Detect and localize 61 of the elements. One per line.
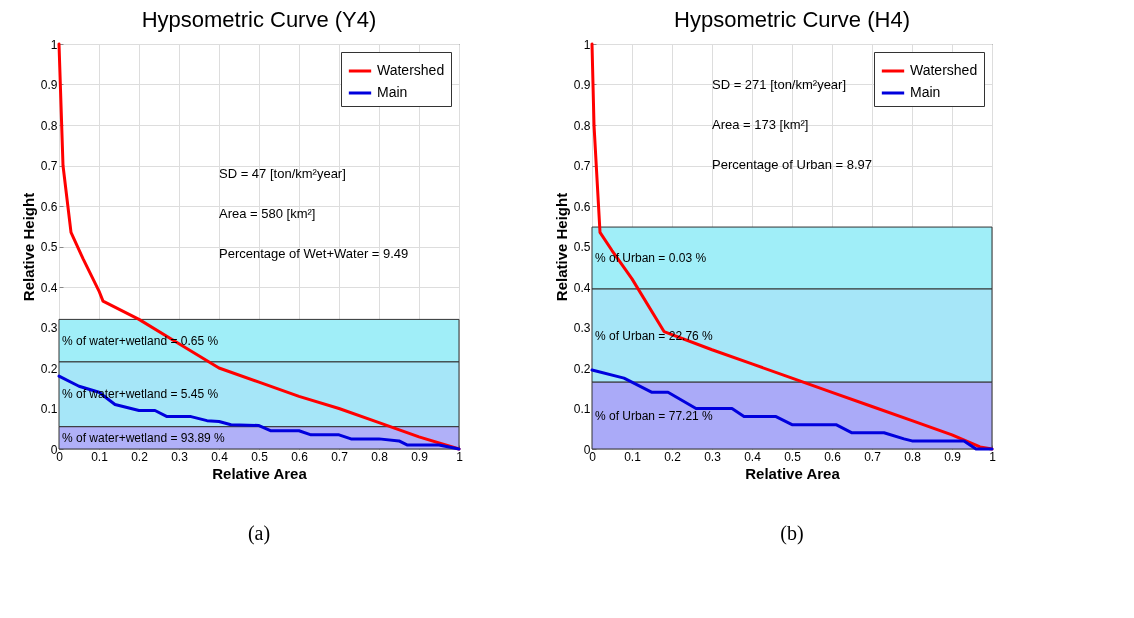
chart-title: Hypsometric Curve (H4) <box>674 7 910 32</box>
y-tick-label: 0.1 <box>573 402 591 416</box>
x-tick-label: 0.6 <box>824 449 842 464</box>
x-tick-label: 1 <box>989 449 997 464</box>
x-tick-label: 0.2 <box>664 449 682 464</box>
annotation: SD = 271 [ton/km²year] <box>712 76 847 92</box>
y-tick-label: 0.3 <box>40 321 58 335</box>
y-tick-label: 0.6 <box>40 199 58 214</box>
y-tick-label: 0.8 <box>40 118 58 133</box>
y-tick-label: 0.1 <box>40 402 58 416</box>
x-tick-label: 0.7 <box>864 449 882 464</box>
x-axis-title: Relative Area <box>745 464 841 482</box>
y-tick-label: 1 <box>50 37 58 52</box>
y-tick-label: 0.5 <box>573 240 591 254</box>
y-tick-label: 0.6 <box>573 199 591 214</box>
annotation: Area = 580 [km²] <box>219 205 316 221</box>
legend-label: Watershed <box>377 62 445 78</box>
legend-label: Main <box>377 84 408 100</box>
band-label: % of water+wetland = 93.89 % <box>62 430 226 445</box>
x-tick-label: 0.7 <box>331 449 349 464</box>
y-tick-label: 0.7 <box>40 159 58 173</box>
annotation: Percentage of Urban = 8.97 <box>712 156 873 172</box>
y-tick-label: 0.9 <box>40 78 58 92</box>
annotation: Area = 173 [km²] <box>712 116 809 132</box>
text: (b) <box>780 522 804 545</box>
y-tick-label: 0.5 <box>40 240 58 254</box>
x-tick-label: 1 <box>456 449 464 464</box>
y-tick-label: 0.4 <box>40 280 58 295</box>
text: (a) <box>247 522 271 545</box>
x-tick-label: 0.2 <box>131 449 149 464</box>
annotation: SD = 47 [ton/km²year] <box>219 165 346 181</box>
chart-title: Hypsometric Curve (Y4) <box>141 7 377 32</box>
x-tick-label: 0.8 <box>904 449 922 464</box>
x-tick-label: 0.9 <box>944 449 962 464</box>
y-tick-label: 1 <box>583 37 591 52</box>
x-tick-label: 0.1 <box>624 449 642 464</box>
x-tick-label: 0.6 <box>291 449 309 464</box>
x-tick-label: 0.4 <box>744 449 762 464</box>
line-series <box>590 42 994 451</box>
legend-label: Watershed <box>910 62 978 78</box>
y-tick-label: 0.4 <box>573 280 591 295</box>
x-tick-label: 0.5 <box>784 449 802 464</box>
y-tick-label: 0.9 <box>573 78 591 92</box>
y-tick-label: 0.2 <box>573 361 591 376</box>
x-tick-label: 0.1 <box>91 449 109 464</box>
x-tick-label: 0.5 <box>251 449 269 464</box>
x-tick-label: 0.3 <box>704 449 722 464</box>
x-axis-title: Relative Area <box>212 464 308 482</box>
x-tick-label: 0.3 <box>171 449 189 464</box>
y-tick-label: 0.2 <box>40 361 58 376</box>
x-tick-label: 0.4 <box>211 449 229 464</box>
annotation: Percentage of Wet+Water = 9.49 <box>219 245 409 261</box>
legend-label: Main <box>910 84 941 100</box>
band-label: % of Urban = 77.21 % <box>595 408 714 423</box>
y-tick-label: 0.3 <box>573 321 591 335</box>
y-axis-title: Relative Height <box>552 192 570 302</box>
x-tick-label: 0.9 <box>411 449 429 464</box>
y-tick-label: 0.7 <box>573 159 591 173</box>
y-tick-label: 0.8 <box>573 118 591 133</box>
x-tick-label: 0.8 <box>371 449 389 464</box>
y-axis-title: Relative Height <box>19 192 37 302</box>
